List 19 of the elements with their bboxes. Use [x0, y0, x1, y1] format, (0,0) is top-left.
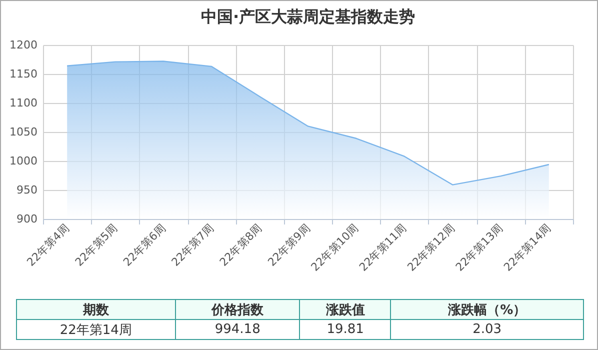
y-tick-label: 1000: [10, 154, 38, 168]
y-tick-label: 1050: [10, 126, 38, 138]
text: 期数: [16, 300, 176, 320]
x-tick-label: 22年第8周: [217, 222, 265, 269]
x-tick-label: 22年第5周: [72, 222, 120, 269]
text: 涨跌值: [300, 300, 391, 320]
chart-title: 中国·产区大蒜周定基指数走势: [200, 7, 416, 26]
y-tick-label: 1100: [10, 96, 38, 110]
x-tick-label: 22年第7周: [169, 222, 216, 269]
x-tick-label: 22年第6周: [120, 222, 168, 269]
y-tick-label: 950: [16, 184, 38, 196]
text: 994.18: [175, 320, 300, 340]
y-tick-label: 1200: [10, 38, 38, 52]
text: 22年第14周: [16, 320, 176, 340]
text: 价格指数: [175, 300, 300, 320]
text: 2.03: [390, 320, 584, 340]
y-tick-label: 1150: [10, 68, 38, 80]
text: 19.81: [300, 320, 391, 340]
text: 涨跌幅（%）: [390, 300, 584, 320]
